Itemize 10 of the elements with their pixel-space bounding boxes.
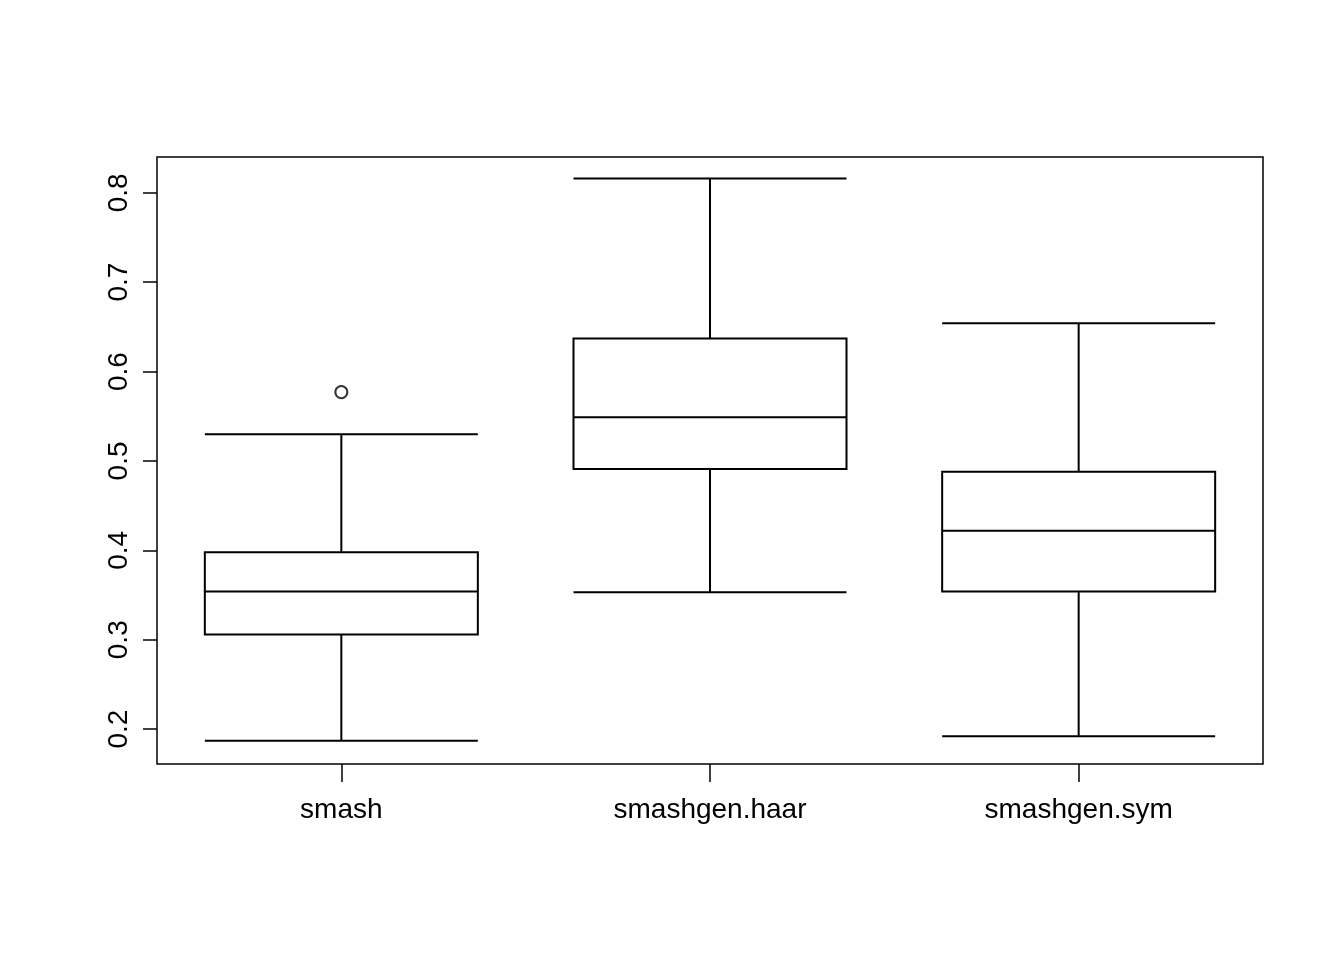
y-tick-label: 0.5: [101, 441, 133, 481]
x-tick-label: smash: [300, 792, 383, 824]
y-tick-label: 0.3: [101, 620, 133, 660]
x-tick-label: smashgen.haar: [613, 792, 807, 824]
y-tick-label: 0.8: [101, 173, 133, 213]
y-tick-label: 0.2: [101, 709, 133, 749]
y-tick-label: 0.6: [101, 352, 133, 392]
y-tick-label: 0.7: [101, 262, 133, 302]
y-tick-label: 0.4: [101, 530, 133, 570]
x-tick-label: smashgen.sym: [984, 792, 1173, 824]
